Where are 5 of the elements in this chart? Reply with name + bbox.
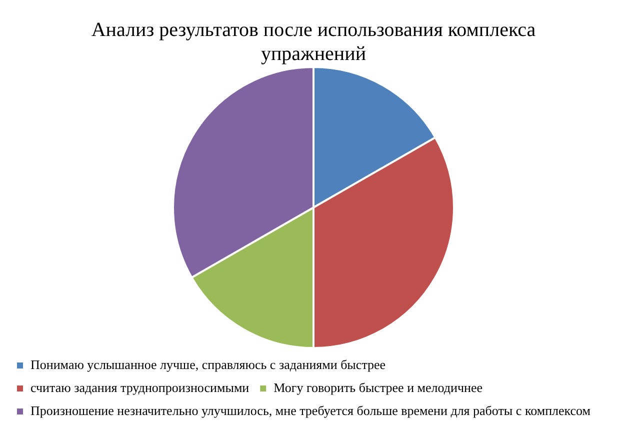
legend-label: Могу говорить быстрее и мелодичнее (274, 380, 483, 395)
chart-title: Анализ результатов после использования комплекса упражнений (90, 18, 537, 66)
legend-label: Понимаю услышанное лучше, справляюсь с заданиями быстрее (30, 356, 386, 372)
legend-label: считаю задания труднопроизносимыми (30, 380, 250, 395)
legend-label: Произношение незначительно улучшилось, мне требуется больше времени для работы с комплексом (30, 402, 591, 418)
